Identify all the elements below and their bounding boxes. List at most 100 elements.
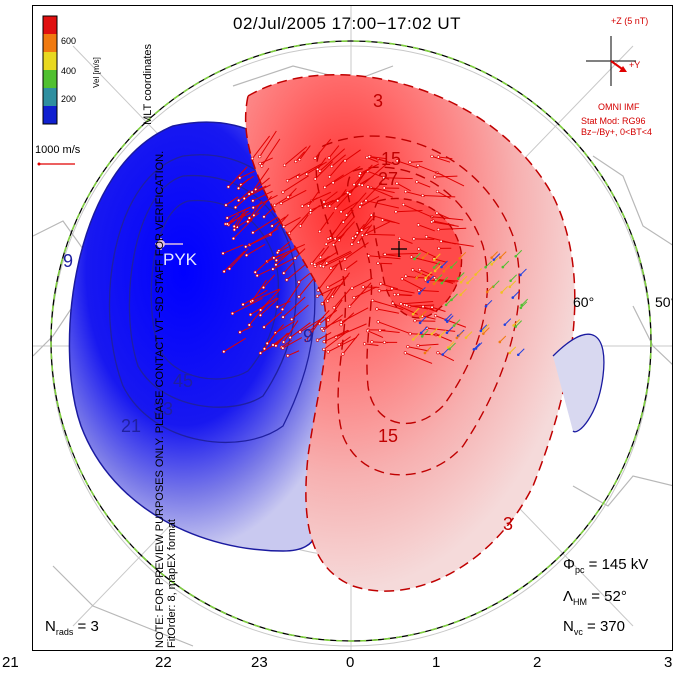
vector-origin	[413, 257, 416, 261]
velocity-vector	[252, 135, 271, 159]
velocity-vector	[501, 286, 508, 293]
vector-origin	[280, 307, 285, 311]
velocity-vector	[453, 319, 461, 326]
velocity-vector	[314, 255, 331, 265]
vector-origin	[288, 335, 292, 340]
vector-origin	[430, 305, 434, 309]
vector-origin	[322, 340, 326, 344]
vector-origin	[258, 351, 263, 355]
velocity-vector	[273, 243, 306, 259]
velocity-vector	[491, 257, 499, 265]
vector-origin	[519, 306, 523, 310]
contour-label-neg-45: 45	[173, 371, 194, 391]
velocity-vector	[288, 209, 312, 234]
vector-origin	[251, 231, 255, 235]
vector-origin	[225, 222, 229, 226]
vector-origin	[272, 256, 276, 260]
stat-lambda-hm: ΛHM = 52°	[563, 588, 627, 607]
vector-origin	[297, 158, 302, 162]
vector-origin	[225, 216, 229, 220]
vector-origin	[358, 171, 362, 175]
velocity-vector	[419, 269, 433, 276]
vector-origin	[331, 243, 336, 247]
velocity-vector	[283, 217, 301, 227]
vector-origin	[300, 204, 304, 208]
velocity-vector	[223, 337, 247, 353]
vector-origin	[383, 252, 387, 256]
velocity-vector	[287, 350, 300, 357]
velocity-vector	[287, 187, 297, 198]
velocity-vector	[247, 212, 260, 223]
velocity-vector	[425, 271, 432, 279]
velocity-vector	[412, 307, 420, 315]
vector-origin	[418, 268, 422, 272]
vector-origin	[306, 204, 310, 208]
vector-origin	[350, 242, 354, 246]
velocity-vector	[436, 212, 451, 220]
velocity-vector	[227, 206, 251, 219]
vector-origin	[369, 213, 373, 217]
velocity-vector	[446, 326, 454, 334]
vector-origin	[492, 258, 496, 261]
velocity-vector	[434, 175, 458, 178]
velocity-vector	[317, 283, 344, 297]
vector-origin	[298, 224, 302, 228]
mlt-label-1: 1	[432, 654, 441, 671]
vector-origin	[370, 298, 375, 303]
velocity-vector	[366, 157, 379, 163]
velocity-vector	[380, 283, 399, 290]
velocity-vector	[344, 242, 369, 260]
vector-origin	[484, 305, 488, 308]
velocity-vector	[330, 219, 344, 239]
vector-origin	[361, 285, 365, 289]
velocity-vector	[365, 200, 399, 209]
velocity-vector	[399, 237, 413, 244]
velocity-vector	[450, 261, 458, 268]
vector-origin	[441, 353, 444, 356]
velocity-vector	[244, 184, 271, 199]
velocity-vector	[431, 155, 451, 163]
velocity-vector	[357, 225, 370, 234]
vector-origin	[482, 332, 485, 335]
velocity-vector	[251, 167, 270, 193]
velocity-vector	[368, 255, 401, 260]
vector-origin	[348, 192, 352, 196]
vector-origin	[333, 237, 337, 241]
velocity-vector	[521, 298, 529, 306]
vector-origin	[339, 320, 343, 324]
vector-origin	[242, 196, 246, 201]
velocity-vector	[263, 274, 276, 288]
imf-z-label: +Z (5 nT)	[611, 16, 649, 26]
vector-origin	[270, 224, 274, 228]
vector-origin	[313, 262, 317, 266]
velocity-vector	[291, 304, 309, 320]
vector-origin	[516, 353, 520, 357]
velocity-vector	[439, 330, 447, 337]
velocity-vector	[346, 192, 367, 216]
velocity-vector	[457, 272, 465, 279]
velocity-vector	[433, 277, 441, 285]
vector-origin	[508, 285, 512, 289]
vector-origin	[432, 282, 436, 286]
vector-origin	[474, 273, 477, 276]
velocity-vector	[272, 332, 290, 346]
vector-origin	[279, 201, 283, 205]
vector-origin	[367, 254, 371, 258]
imf-y-label: +Y	[629, 60, 641, 70]
vector-origin	[411, 268, 415, 272]
colorbar-tick-400: 400	[61, 66, 77, 76]
lat-label-60: 60°	[573, 294, 595, 310]
velocity-vector	[248, 200, 263, 219]
vector-origin	[297, 295, 301, 299]
velocity-vector	[379, 329, 400, 333]
vector-origin	[391, 301, 395, 305]
vector-origin	[408, 160, 412, 164]
velocity-vector	[238, 178, 250, 189]
vector-origin	[404, 274, 408, 278]
velocity-vector	[431, 221, 459, 227]
vector-origin	[406, 345, 410, 349]
vector-origin	[421, 305, 425, 309]
velocity-vector	[460, 288, 467, 296]
velocity-vector	[323, 314, 344, 331]
vector-origin	[258, 161, 262, 166]
